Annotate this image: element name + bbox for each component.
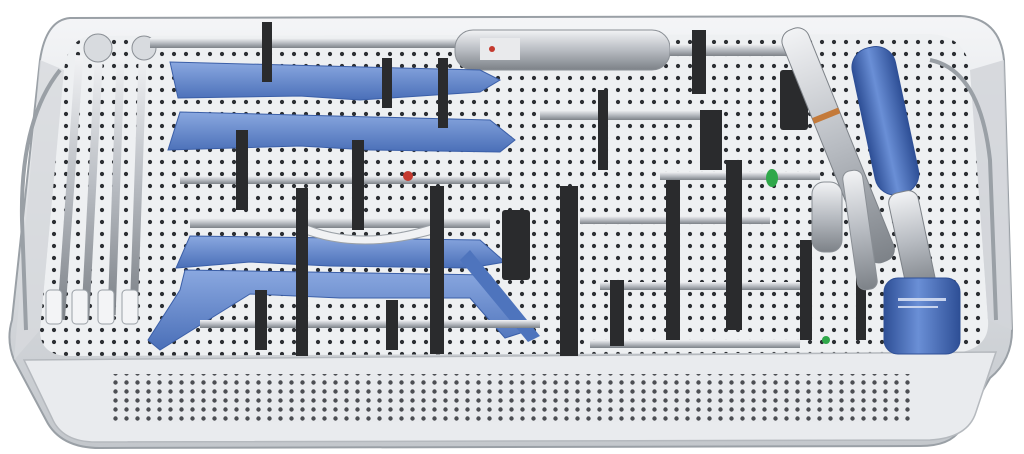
clip-icon (726, 160, 742, 330)
small-steel-instruments (811, 169, 878, 291)
blue-screwdriver-handle (883, 277, 961, 355)
rod-icon (540, 110, 720, 120)
rod-icon (129, 54, 147, 311)
clip-icon (692, 30, 706, 94)
clip-icon (502, 210, 530, 280)
clip-icon (352, 140, 364, 230)
left-wire-handle (19, 68, 62, 331)
rod-foot (71, 289, 89, 325)
clip-icon (296, 188, 308, 356)
rod-icon (200, 320, 540, 328)
red-tip (403, 171, 413, 181)
rod-icon (81, 54, 104, 321)
clip-icon (598, 90, 608, 170)
rod-icon (107, 54, 125, 316)
clip-icon (800, 240, 812, 340)
rod-icon (190, 218, 490, 228)
clip-icon (382, 58, 392, 108)
clip-icon (856, 260, 866, 340)
clip-icon (438, 58, 448, 128)
front-perforation-band (110, 374, 910, 422)
rod-icon (56, 55, 84, 320)
rod-foot (45, 289, 63, 325)
left-side-wall (14, 60, 64, 360)
rod-icon (180, 176, 510, 184)
clip-icon (666, 180, 680, 340)
clip-icon (255, 290, 267, 350)
clip-icon (236, 130, 248, 210)
rod-cap (83, 33, 113, 63)
blue-frame-upper-1 (169, 61, 502, 101)
rod-foot (121, 289, 139, 325)
blue-frame-upper-2 (167, 111, 516, 153)
green-tip-small (822, 336, 830, 344)
retaining-clips (236, 22, 866, 356)
clip-icon (610, 280, 624, 346)
blue-frame-diagonal (460, 250, 540, 342)
clip-icon (560, 186, 578, 356)
top-cylinder-instrument (150, 29, 790, 71)
clip-icon (386, 300, 398, 350)
clip-icon (430, 186, 444, 354)
right-wire-handle (929, 58, 998, 321)
green-tip (766, 169, 778, 187)
rod-icon (590, 340, 800, 348)
rod-icon (600, 282, 800, 290)
right-instruments (19, 27, 998, 355)
blue-frame-lower-1 (175, 235, 507, 269)
rod-foot (97, 289, 115, 325)
left-rod-rack (45, 33, 157, 325)
clip-icon (262, 22, 272, 82)
clip-icon (700, 110, 722, 170)
